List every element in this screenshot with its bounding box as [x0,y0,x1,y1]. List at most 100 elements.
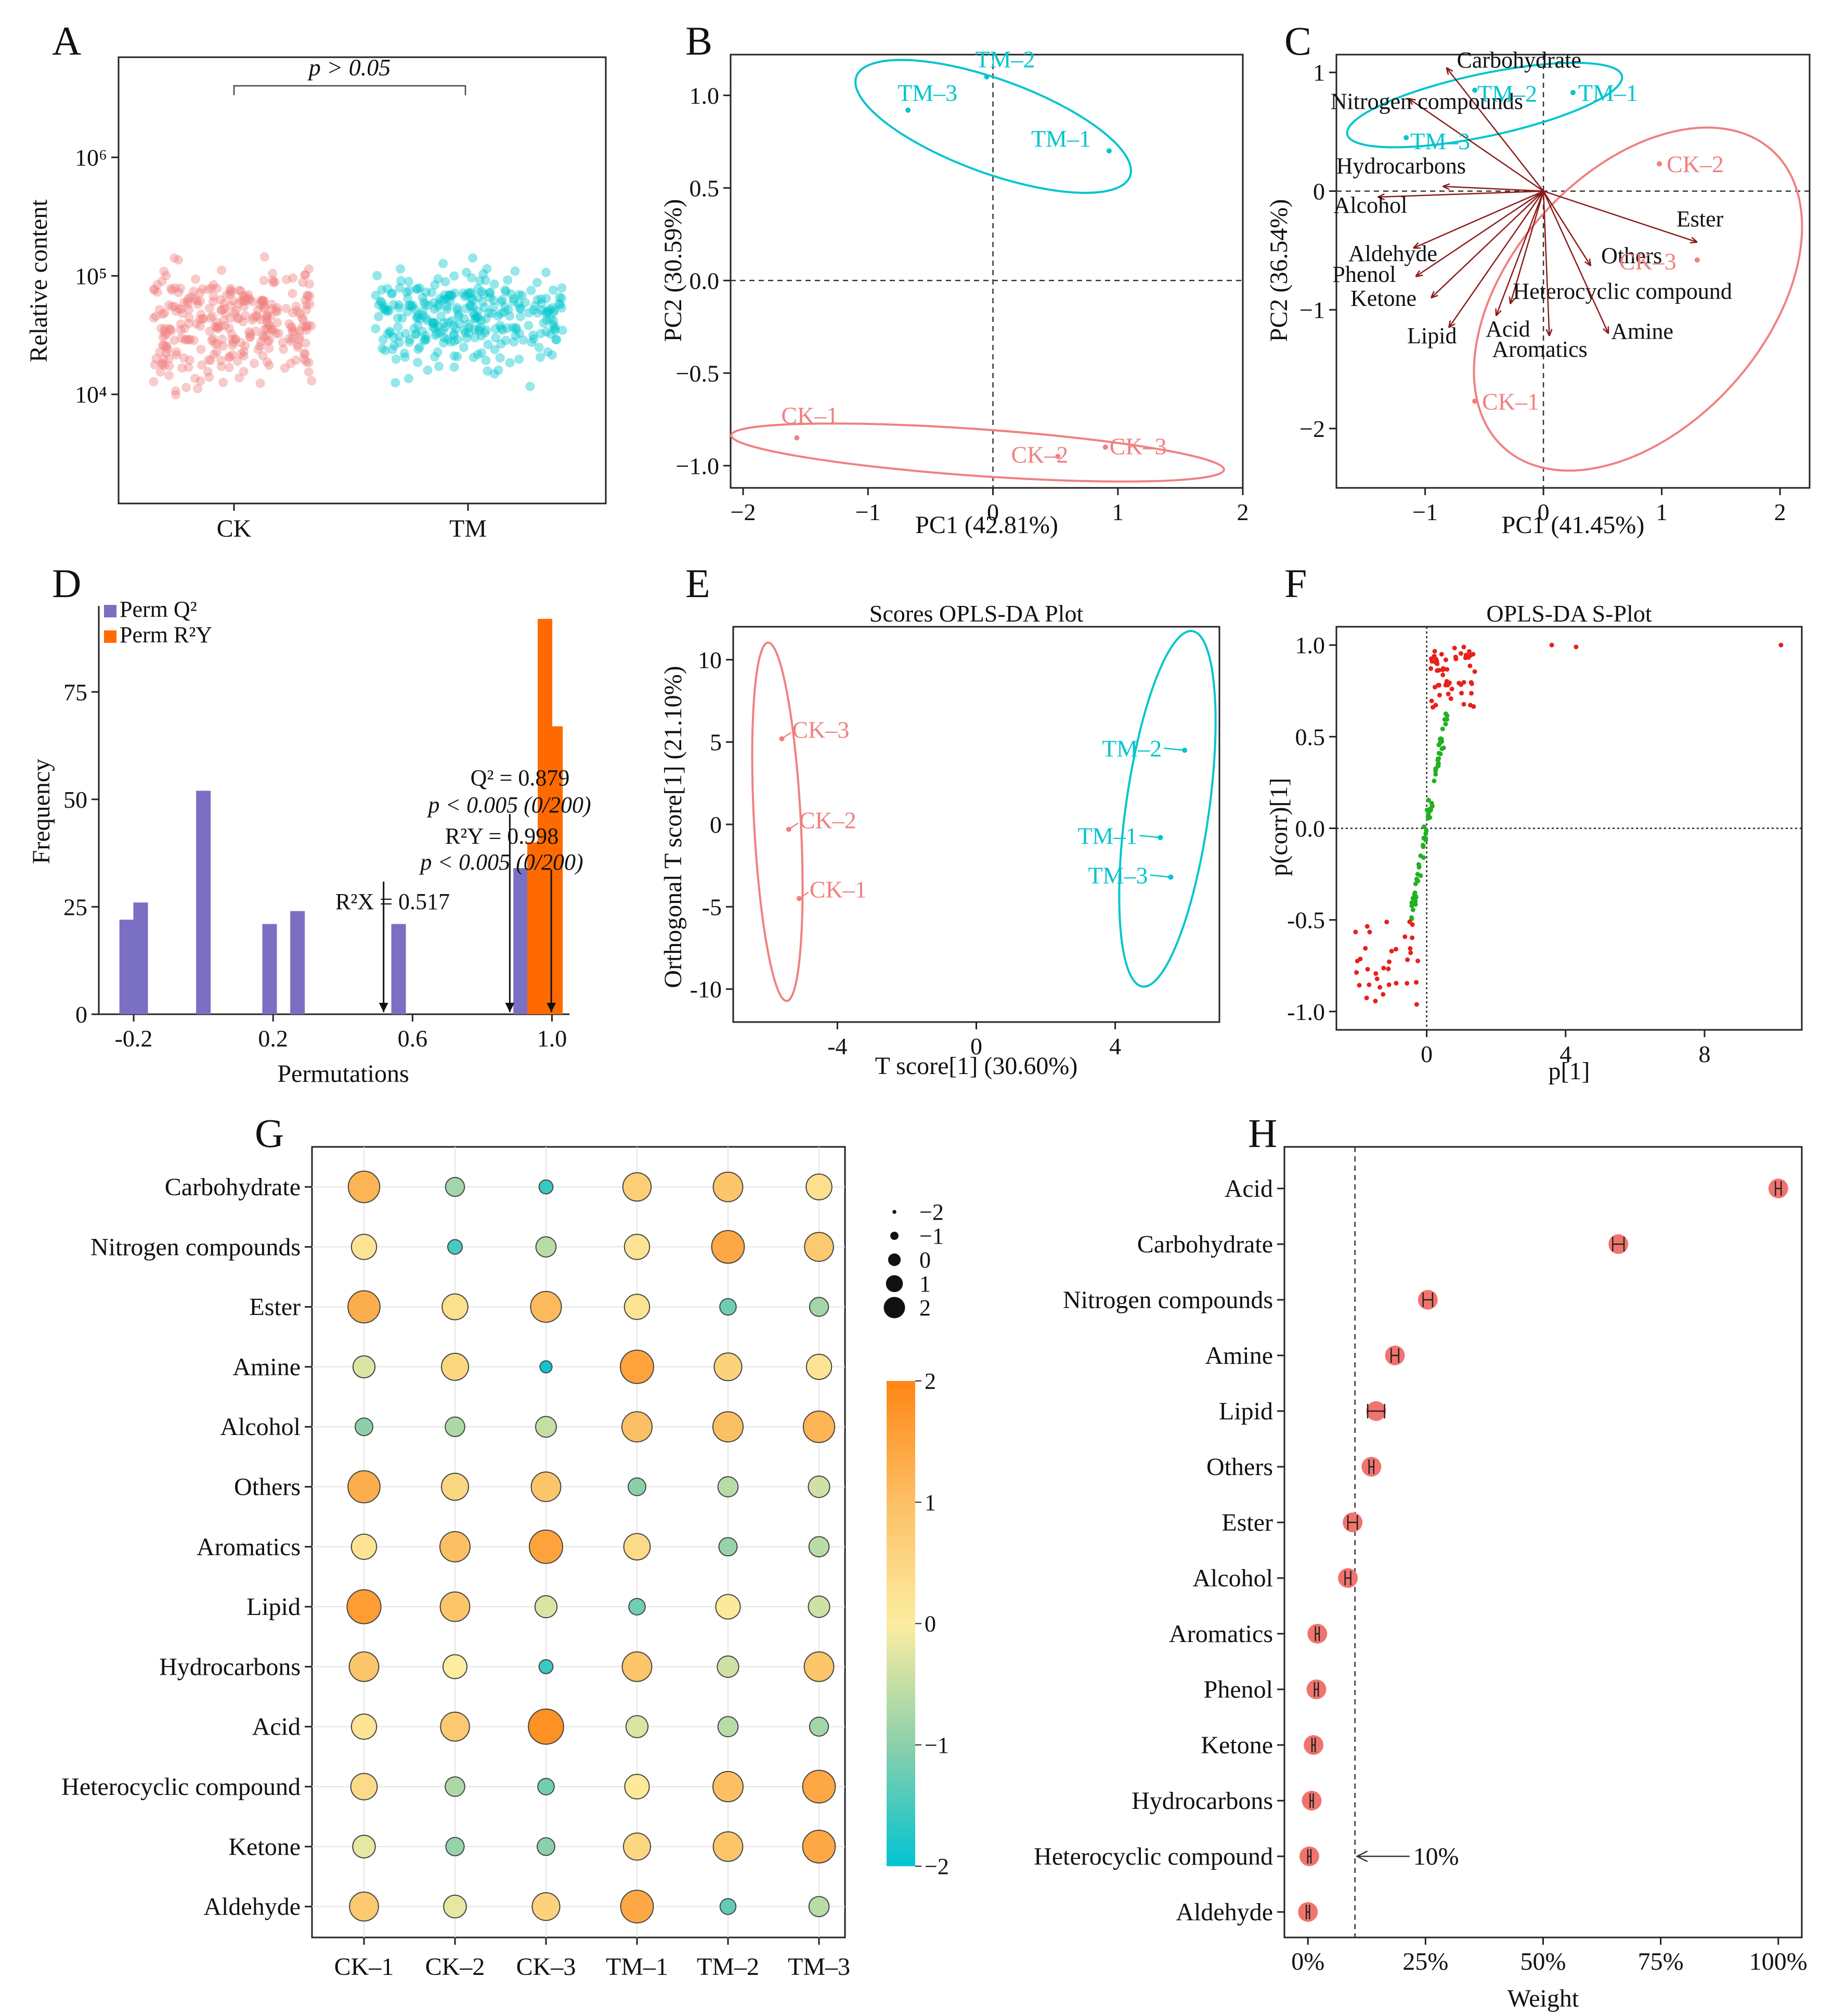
a-data-point [184,319,194,329]
g-heatmap-cell [530,1471,562,1502]
f-y-tick-label: 0.0 [1295,816,1325,842]
f-data-point [1449,687,1454,692]
a-data-point [413,344,423,354]
c-point-label: CK–1 [1482,388,1539,415]
a-data-point [185,355,194,365]
b-x-tick-label: 1 [1112,499,1124,525]
b-point-label: CK–2 [1011,441,1068,468]
c-loading-arrow [1408,98,1544,192]
a-data-point [427,288,437,298]
a-data-point [384,305,394,315]
b-tm-confidence-ellipse [854,59,1132,194]
a-data-point [424,300,434,310]
f-data-point [1463,652,1468,657]
a-data-point [155,305,165,315]
a-data-point [195,315,205,325]
a-data-point [190,373,200,383]
b-y-tick-label: −1.0 [676,453,719,479]
a-data-point [245,329,255,339]
f-data-point-outlier [1778,642,1784,648]
g-heatmap-cell [803,1651,835,1682]
a-data-point [206,283,216,293]
g-heatmap-cell [447,1239,463,1255]
f-data-point [1461,644,1466,650]
g-heatmap-cell [717,1476,739,1497]
a-data-point [228,296,238,306]
a-data-point [239,296,249,306]
a-data-point [160,308,170,318]
a-data-point [302,322,311,332]
a-data-point [470,314,480,324]
a-data-point [411,329,421,339]
a-data-point [473,292,483,302]
b-x-axis-title: PC1 (42.81%) [915,511,1058,539]
a-data-point [185,334,195,344]
c-loading-arrowhead [1509,296,1516,305]
a-data-point [464,319,474,329]
h-error-bar [1309,1793,1314,1808]
a-data-point [287,337,296,346]
h-category-label: Carbohydrate [1137,1231,1273,1258]
f-data-point [1412,890,1418,896]
a-data-point [189,335,199,345]
a-data-point [496,297,506,307]
a-data-point [196,344,206,354]
a-data-point [436,312,446,321]
c-data-point [1472,87,1478,93]
panel-a-chart: 10⁴ 10⁵ 10⁶ CK TM Relative content p > 0.05 [25,54,607,542]
a-data-point [380,302,389,312]
c-x-tick-label: 0 [1538,499,1550,525]
a-data-point [170,302,180,312]
c-y-tick-label: 0 [1313,178,1325,204]
h-error-bar [1775,1181,1782,1196]
c-loading-label: Aromatics [1492,337,1588,362]
a-data-point [447,291,457,301]
a-data-point [175,283,185,293]
c-point-label: TM–3 [1410,128,1470,154]
g-heatmap-cell [712,1771,744,1802]
a-data-point [305,299,315,309]
a-data-point [196,309,206,319]
a-data-point [174,288,184,298]
a-significance-bracket [233,85,466,95]
a-data-point [198,284,207,294]
a-data-point [468,253,478,263]
f-y-tick-label: -1.0 [1287,999,1325,1025]
a-data-point [509,297,518,307]
a-data-point [228,340,238,350]
g-heatmap-cell [802,1769,836,1804]
a-data-point [164,300,174,310]
a-data-point [502,323,512,333]
c-loading-label: Acid [1486,316,1530,342]
a-data-point [187,292,197,302]
g-heatmap-cell [443,1894,467,1919]
a-data-point [274,328,283,338]
g-heatmap-cell [355,1417,373,1437]
a-data-point [157,359,167,369]
a-data-point [508,323,518,333]
a-data-point [549,305,559,315]
a-data-point [279,344,289,354]
b-point-label: CK–3 [1110,433,1167,460]
a-data-point [468,308,478,318]
a-data-point [503,305,513,315]
a-data-point [176,319,186,329]
c-loading-arrow [1442,186,1544,192]
a-data-point [555,292,565,302]
a-data-point [267,304,277,314]
a-data-point [284,319,294,329]
a-data-point [258,332,268,342]
c-loading-label: Heterocyclic compound [1513,278,1732,304]
f-data-point [1402,934,1408,939]
a-data-point [481,355,491,365]
f-data-point [1453,656,1459,662]
f-data-point [1452,645,1457,651]
a-data-point [302,325,311,335]
c-loading-label: Alcohol [1334,192,1408,218]
a-data-point [441,322,451,332]
a-data-point [171,386,180,396]
a-data-point [545,329,555,339]
g-heatmap-cell [349,1891,379,1922]
g-colorbar-label: −2 [925,1854,949,1879]
a-data-point [191,274,201,284]
